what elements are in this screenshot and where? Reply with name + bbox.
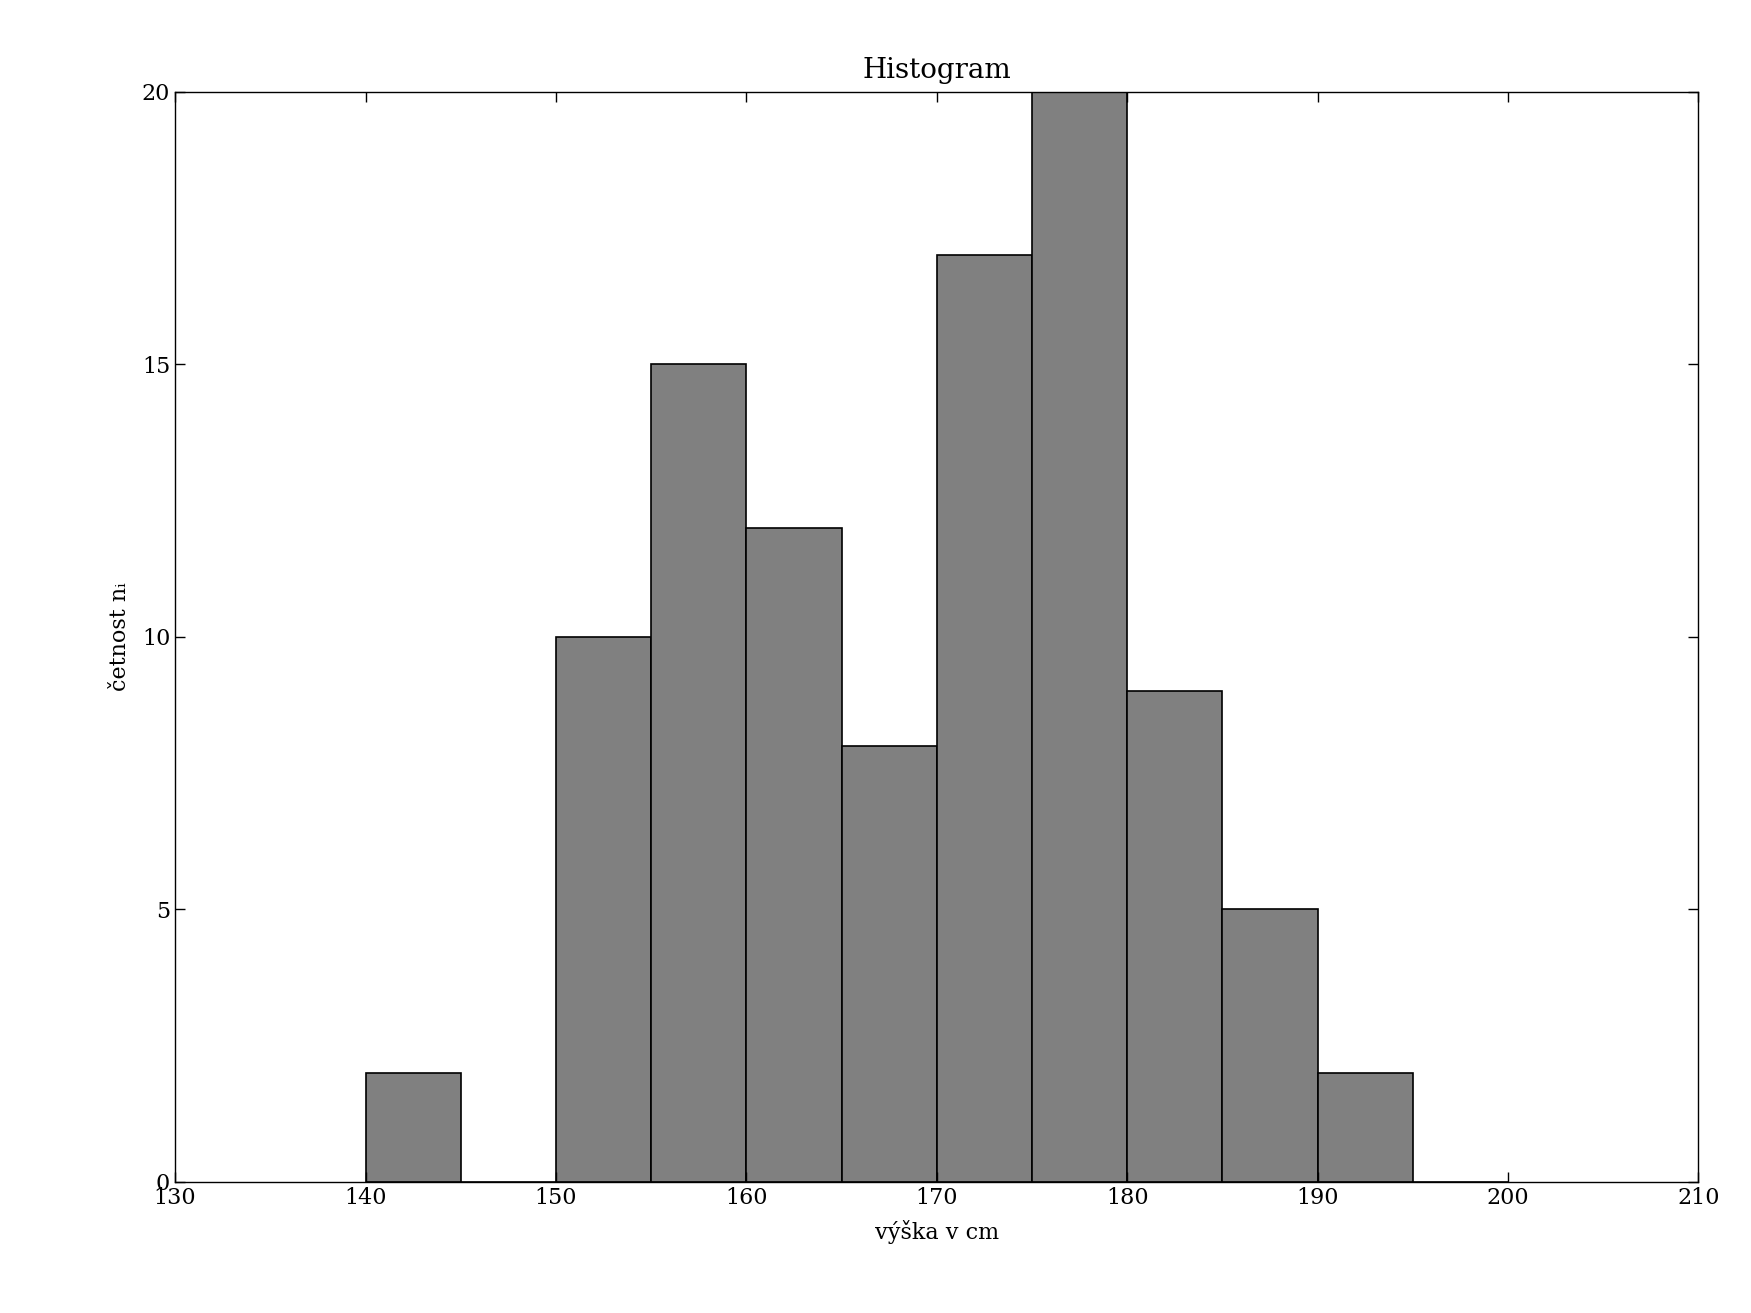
Y-axis label: četnost nᵢ: četnost nᵢ	[109, 583, 131, 691]
Bar	[1222, 909, 1319, 1182]
X-axis label: výška v cm: výška v cm	[876, 1220, 998, 1243]
Bar	[1031, 92, 1128, 1182]
Title: Histogram: Histogram	[863, 56, 1010, 84]
Bar	[842, 746, 937, 1182]
Bar	[937, 255, 1031, 1182]
Bar	[366, 1073, 461, 1182]
Bar	[651, 364, 746, 1182]
Bar	[1319, 1073, 1413, 1182]
Bar	[1128, 691, 1222, 1182]
Bar	[557, 637, 651, 1182]
Bar	[746, 528, 842, 1182]
